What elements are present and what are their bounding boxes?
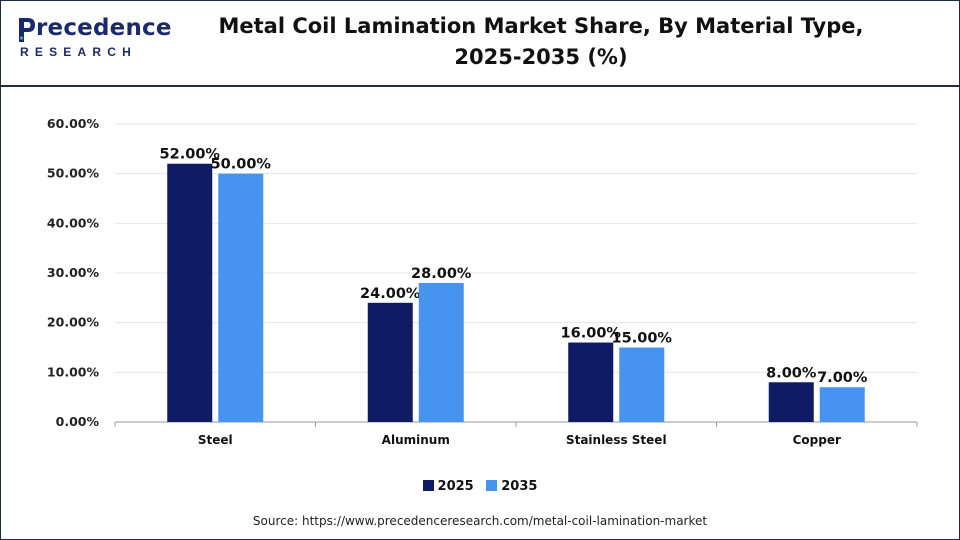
- legend-item-2025: 2025: [422, 479, 474, 494]
- header: recedence RESEARCH Metal Coil Lamination…: [1, 1, 959, 87]
- bar: [367, 302, 413, 422]
- x-tick-label: Aluminum: [382, 433, 450, 447]
- x-tick-label: Copper: [793, 433, 841, 447]
- y-tick-label: 40.00%: [47, 215, 100, 230]
- chart-title-line-1: Metal Coil Lamination Market Share, By M…: [218, 14, 864, 38]
- y-tick-label: 10.00%: [47, 364, 100, 379]
- data-label: 52.00%: [160, 147, 221, 163]
- logo-wordmark: recedence: [36, 15, 172, 41]
- bar: [167, 163, 213, 422]
- data-label: 50.00%: [211, 157, 272, 173]
- bar-chart: 0.00% 10.00% 20.00% 30.00% 40.00% 50.00% 60.00…: [47, 116, 918, 447]
- data-label: 8.00%: [766, 365, 817, 381]
- logo-p-icon: [19, 18, 35, 42]
- y-tick-label: 50.00%: [47, 166, 100, 181]
- y-tick-label: 20.00%: [47, 315, 100, 330]
- data-label: 16.00%: [561, 326, 622, 342]
- data-label: 24.00%: [360, 286, 421, 302]
- y-tick-label: 30.00%: [47, 265, 100, 280]
- legend-swatch-2035: [486, 480, 498, 491]
- legend-item-2035: 2035: [486, 479, 537, 494]
- legend-label-2025: 2025: [437, 479, 474, 494]
- x-tick-label: Steel: [198, 433, 233, 447]
- legend-label-2035: 2035: [501, 479, 538, 494]
- bar: [418, 282, 464, 422]
- chart-title: Metal Coil Lamination Market Share, By M…: [181, 11, 901, 73]
- bar: [568, 342, 614, 422]
- source-note: Source: https://www.precedenceresearch.c…: [252, 514, 708, 528]
- data-label: 15.00%: [612, 331, 673, 347]
- legend-swatch-2025: [422, 480, 434, 491]
- y-tick-label: 60.00%: [47, 116, 100, 131]
- data-label: 7.00%: [817, 370, 868, 386]
- logo: recedence RESEARCH: [17, 15, 171, 67]
- bar: [768, 382, 814, 422]
- chart-title-line-2: 2025-2035 (%): [454, 45, 628, 69]
- x-tick-label: Stainless Steel: [566, 433, 667, 447]
- y-tick-label: 0.00%: [56, 414, 100, 429]
- bar: [819, 387, 865, 422]
- bar: [619, 347, 665, 422]
- logo-subtitle: RESEARCH: [20, 45, 137, 59]
- data-label: 28.00%: [411, 266, 472, 282]
- legend: 2025 2035: [1, 479, 959, 494]
- bar: [218, 173, 264, 422]
